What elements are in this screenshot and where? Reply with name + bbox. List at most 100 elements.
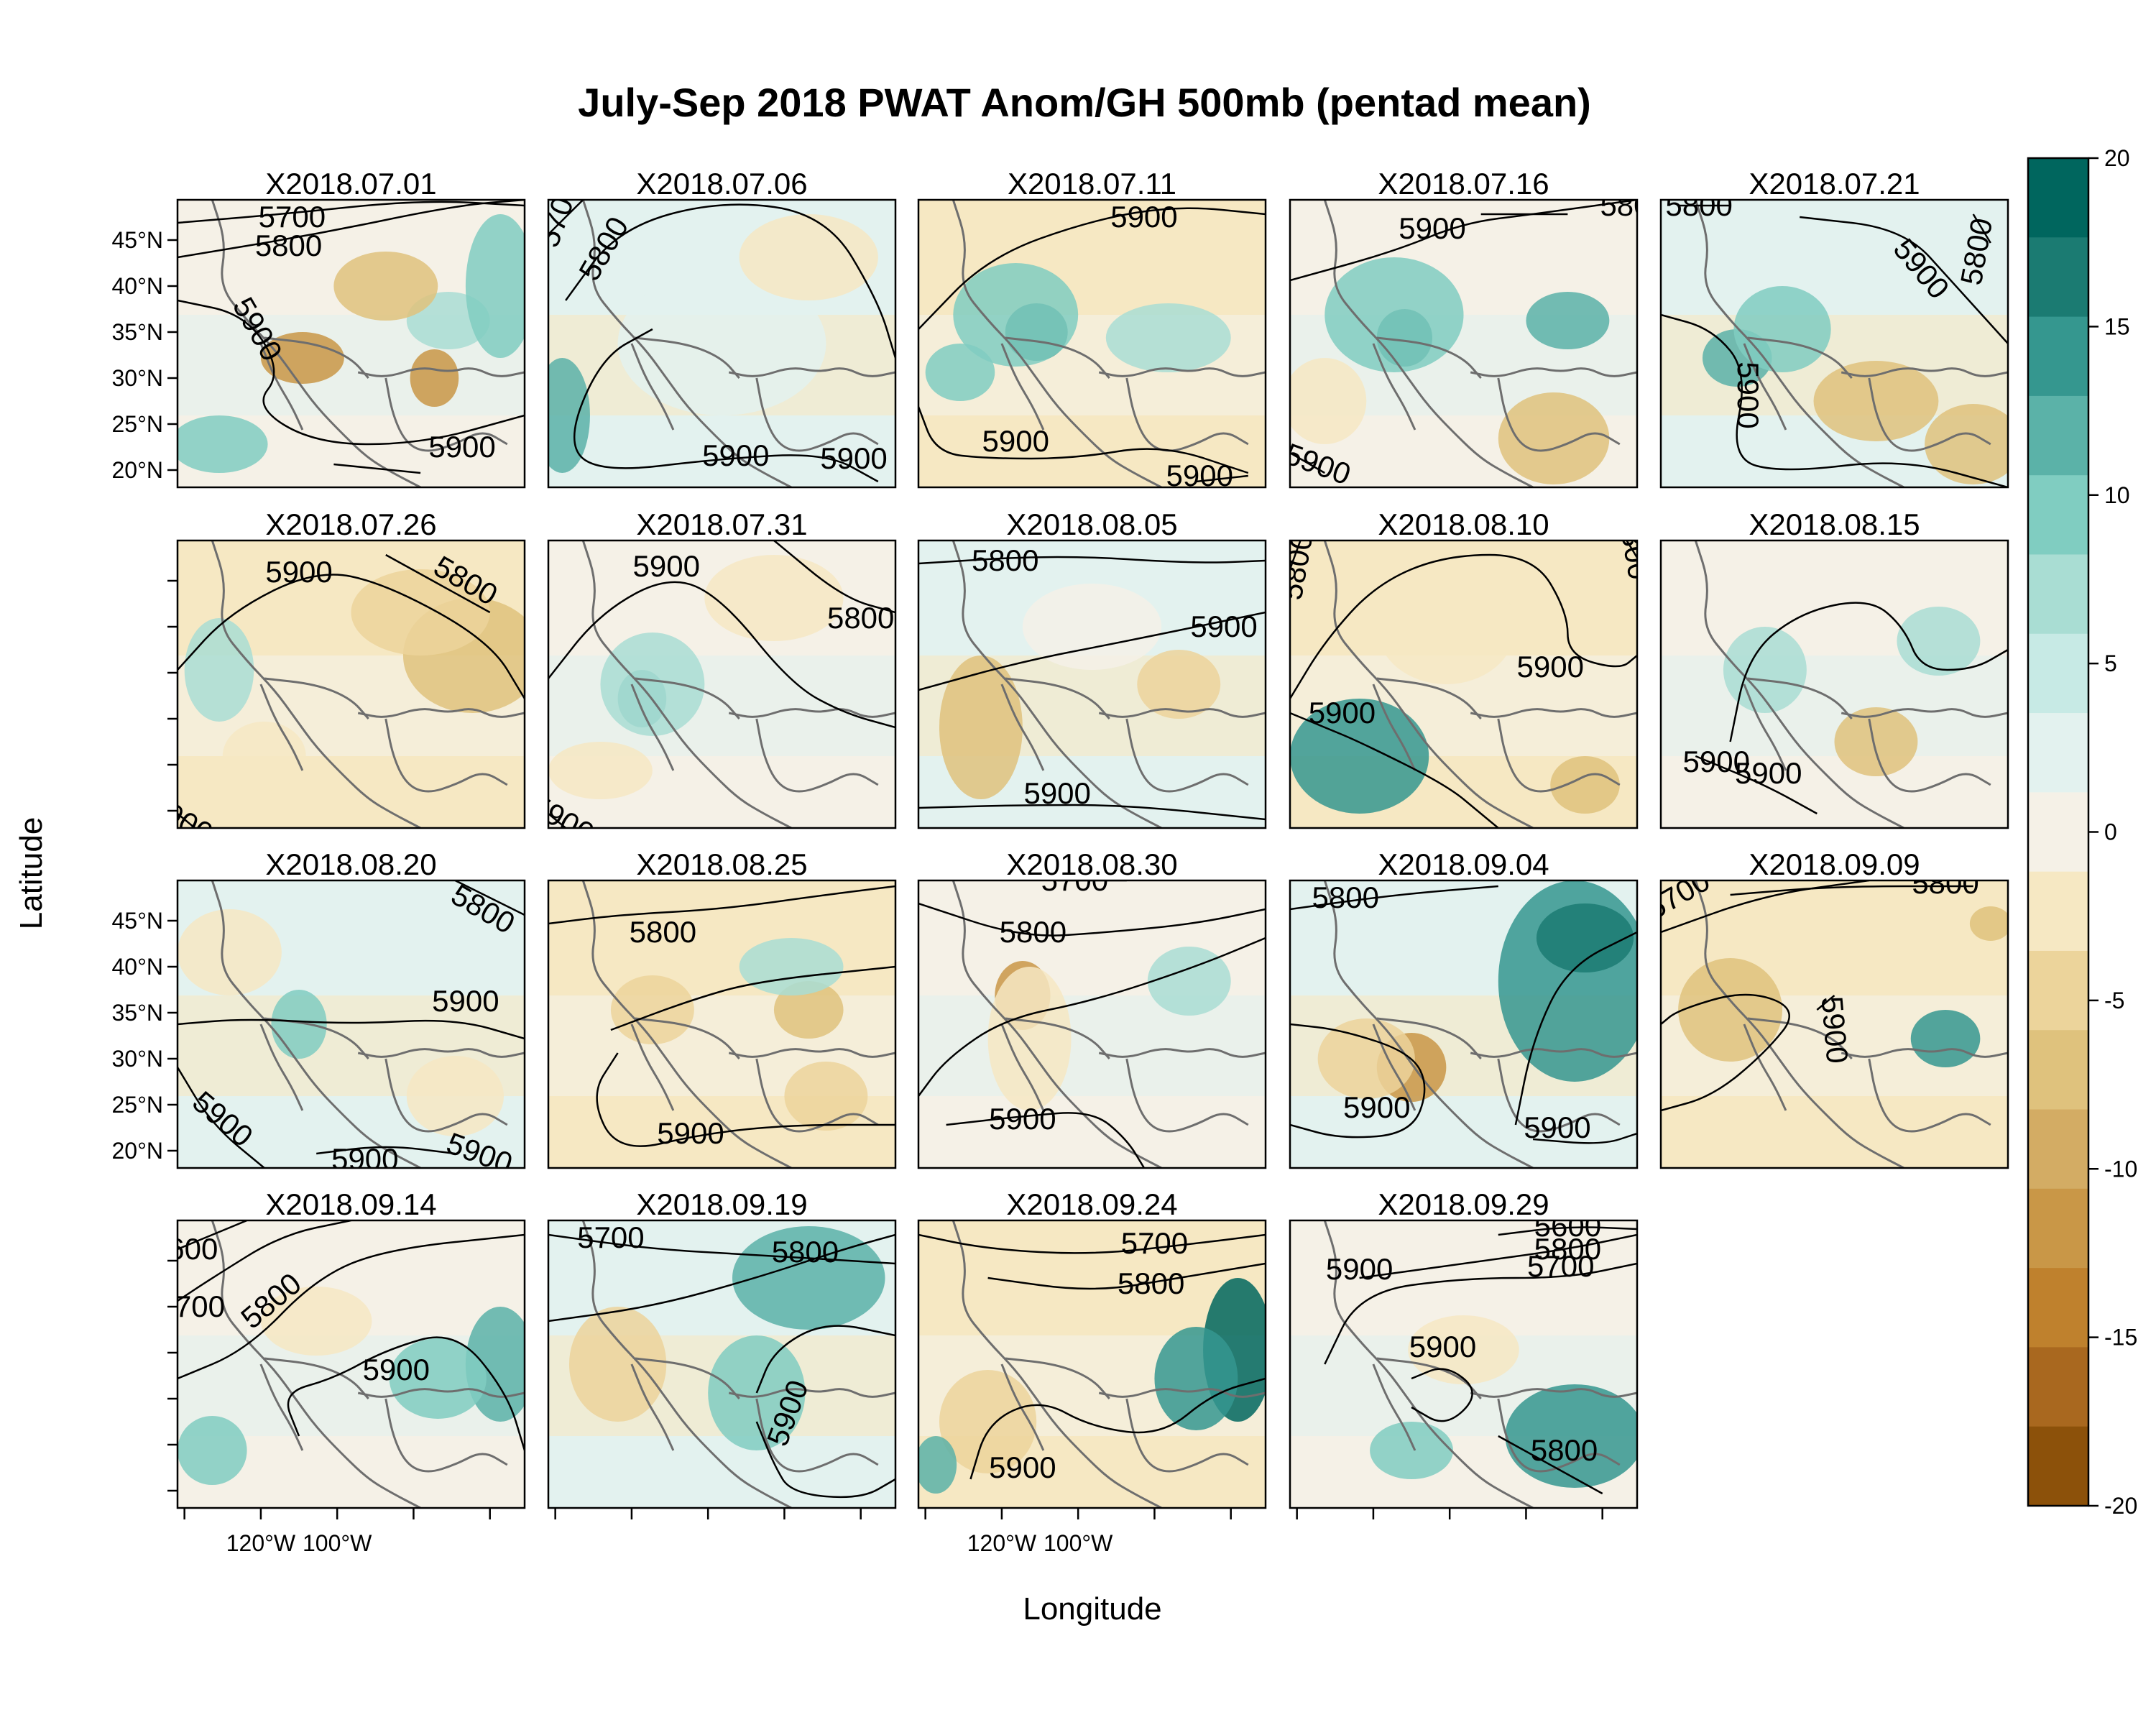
x-axis-title: Longitude	[1023, 1591, 1161, 1627]
colorbar-swatch	[2028, 1030, 2088, 1110]
pwat-anomaly-blob	[548, 742, 653, 799]
pwat-anomaly-blob	[1154, 1327, 1238, 1430]
gh-contour-line	[178, 1220, 351, 1302]
pwat-anomaly-blob	[333, 252, 438, 321]
coastline	[1005, 1017, 1110, 1059]
gh-contour-line	[1514, 931, 1637, 1126]
colorbar-tick-label: -15	[2104, 1325, 2137, 1351]
panel-frame	[917, 539, 1267, 829]
coastline	[1694, 880, 1904, 1168]
gh-contour-line	[773, 540, 895, 614]
gh-contour-line	[987, 1262, 1266, 1290]
coastline	[1098, 1388, 1266, 1398]
gh-contour-line	[918, 611, 1266, 691]
lat-tick-label: 20°N	[112, 457, 164, 483]
contour-label: 5700	[1121, 1226, 1188, 1260]
coastline	[1098, 367, 1266, 377]
gh-contour-line	[548, 200, 584, 235]
coastline	[384, 1398, 508, 1473]
colorbar-swatch	[2028, 1109, 2088, 1190]
figure-title: July-Sep 2018 PWAT Anom/GH 500mb (pentad…	[578, 80, 1591, 125]
panel-date-title: X2018.08.30	[1006, 847, 1177, 881]
pwat-anomaly-blob	[1910, 1010, 1981, 1067]
pwat-anomaly-blob	[732, 1226, 885, 1330]
pwat-anomaly-blob	[1813, 361, 1939, 441]
contour-label: 5900	[331, 1142, 398, 1176]
gh-contour-line	[548, 813, 566, 828]
gh-contour-line	[178, 201, 525, 224]
coastline	[1098, 1048, 1266, 1058]
colorbar-swatch	[2028, 871, 2088, 952]
gh-contour-line	[1498, 1226, 1637, 1236]
pwat-anomaly-blob	[406, 1056, 505, 1136]
gh-contour-line	[316, 1146, 456, 1155]
pwat-anomaly-blob	[389, 1338, 487, 1419]
lat-tick-label: 20°N	[112, 1138, 164, 1164]
panel-frame	[176, 539, 526, 829]
gh-contour-line	[918, 1233, 1266, 1254]
panel-frame	[547, 539, 897, 829]
contour-label: 5700	[158, 1289, 225, 1323]
contour-label: 5900	[1409, 1330, 1476, 1363]
pwat-anomaly-blob	[410, 349, 459, 407]
coastline	[630, 1363, 675, 1451]
pwat-anomaly-blob	[1925, 404, 2008, 484]
contour-label: 5800	[1000, 915, 1067, 949]
gh-contour-line	[1661, 313, 2008, 487]
contour-label: 5900	[363, 1353, 430, 1386]
lat-tick-label: 30°N	[112, 365, 164, 391]
coastline	[1005, 1357, 1110, 1399]
panel-date-title: X2018.09.19	[636, 1187, 807, 1221]
coastline	[1005, 336, 1110, 379]
panel-date-title: X2018.08.25	[636, 847, 807, 881]
contour-label: 5900	[1735, 756, 1802, 790]
coastline	[1868, 718, 1991, 793]
coastline	[211, 1220, 421, 1508]
lon-tick-label: 100°W	[1044, 1530, 1113, 1556]
colorbar-tick-label: -20	[2104, 1493, 2137, 1519]
colorbar-swatch	[2028, 316, 2088, 397]
coastline	[264, 336, 369, 379]
coastline	[1323, 200, 1534, 487]
gh-contour-line	[1972, 213, 1991, 244]
gh-contour-line	[918, 804, 1266, 821]
pwat-anomaly-blob	[184, 618, 254, 722]
pwat-anomaly-blob	[600, 632, 705, 736]
coastline	[728, 1388, 895, 1398]
coastline	[1000, 343, 1045, 431]
lat-tick-label: 45°N	[112, 908, 164, 934]
gh-contour-line	[178, 1067, 265, 1168]
gh-contour-line	[1290, 553, 1637, 699]
gh-contour-line	[1498, 1435, 1603, 1495]
gh-contour-line	[610, 965, 895, 1031]
y-axis-title: Latitude	[14, 817, 49, 930]
coastline	[384, 377, 508, 452]
contour-label: 5800	[1312, 880, 1379, 914]
lon-tick-label: 120°W	[226, 1530, 296, 1556]
gh-contour-line	[548, 581, 895, 729]
contour-label: 5900	[1815, 995, 1855, 1064]
pwat-anomaly-blob	[617, 272, 826, 415]
gh-contour-line	[969, 1377, 1266, 1480]
coastline	[1125, 718, 1249, 793]
axis-ticks: 45°N 40°N 35°N 30°N 25°N 20°N 45°N 40°N 35°N 30°N…	[112, 227, 1603, 1556]
contour-label: 5800	[255, 229, 322, 262]
coastline	[755, 377, 879, 452]
coastline	[728, 367, 895, 377]
colorbar-swatch	[2028, 158, 2088, 239]
contour-label: 5900	[1190, 610, 1257, 643]
coastline	[1497, 1058, 1621, 1133]
contour-label: 5800	[1534, 1232, 1601, 1266]
gh-contour-line	[178, 574, 525, 699]
coastline	[357, 708, 525, 718]
contour-label: 5900	[1683, 745, 1750, 778]
coastline	[357, 1048, 525, 1058]
pwat-anomaly-blob	[1536, 903, 1634, 972]
coastline	[264, 1017, 369, 1059]
panel-frame	[1659, 198, 2009, 489]
gh-contour-line	[1626, 540, 1637, 558]
coastline	[952, 200, 1162, 487]
